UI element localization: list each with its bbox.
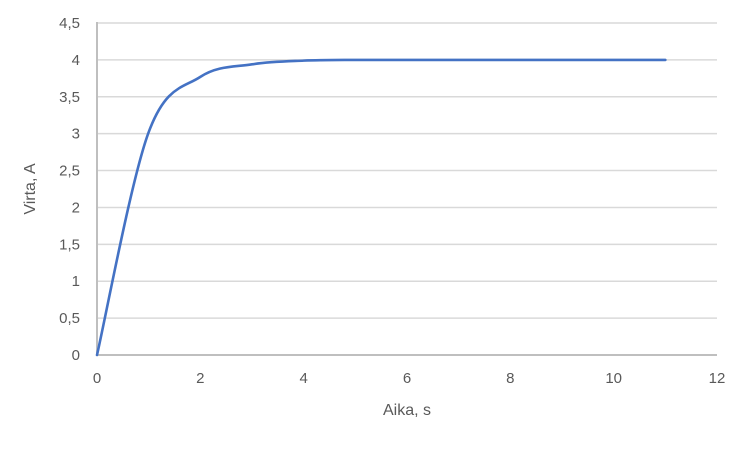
y-tick-label: 4 [72,52,80,69]
x-tick-label: 10 [605,370,622,387]
x-axis-title: Aika, s [382,402,432,419]
y-tick-label: 1 [72,273,80,290]
y-tick-label: 3,5 [59,89,80,106]
x-tick-label: 2 [196,370,204,387]
x-tick-label: 12 [709,370,726,387]
x-tick-label: 8 [506,370,514,387]
y-axis-title: Virta, A [22,163,39,215]
y-tick-label: 4,5 [59,15,80,32]
y-tick-label: 0,5 [59,310,80,327]
y-tick-label: 3 [72,126,80,143]
y-tick-label: 0 [72,347,80,364]
y-tick-label: 2 [72,199,80,216]
x-tick-label: 0 [93,370,101,387]
y-tick-label: 2,5 [59,163,80,180]
series-line [95,58,667,357]
x-tick-label: 4 [299,370,307,387]
x-tick-label: 6 [403,370,411,387]
y-tick-label: 1,5 [59,236,80,253]
